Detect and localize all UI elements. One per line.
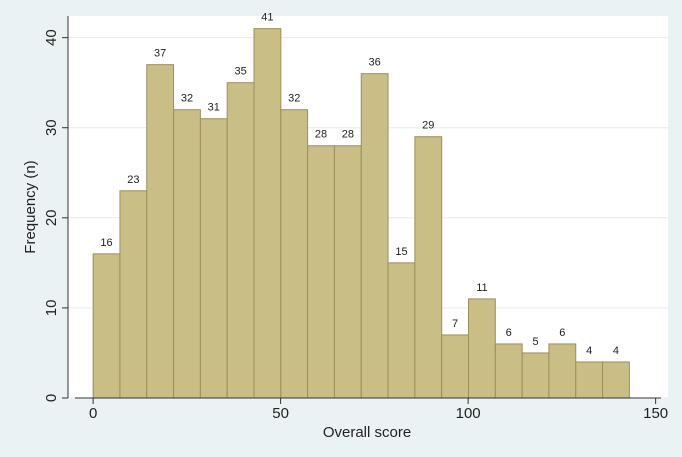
- value-label: 7: [452, 318, 458, 330]
- y-tick-label: 20: [43, 209, 60, 226]
- value-label: 41: [261, 12, 273, 24]
- value-label: 32: [288, 93, 300, 105]
- bar: [494, 343, 523, 399]
- value-label: 6: [506, 327, 512, 339]
- y-tick-label: 0: [43, 394, 60, 402]
- value-label: 31: [208, 102, 220, 114]
- bar: [280, 109, 309, 399]
- value-label: 11: [476, 282, 487, 294]
- bar: [468, 298, 496, 399]
- bar: [146, 64, 175, 399]
- value-label: 28: [315, 129, 327, 141]
- value-label: 29: [422, 120, 434, 132]
- x-tick-label: 50: [272, 405, 289, 422]
- bar: [548, 343, 577, 399]
- bar: [360, 73, 389, 399]
- bar: [92, 253, 121, 399]
- value-label: 4: [586, 345, 592, 357]
- bar: [173, 109, 201, 399]
- bar: [199, 118, 228, 399]
- bar: [307, 145, 335, 399]
- x-tick-label: 100: [456, 405, 481, 422]
- y-tick-label: 40: [43, 29, 60, 46]
- x-axis-label: Overall score: [323, 424, 411, 441]
- bar: [441, 334, 469, 399]
- value-label: 6: [559, 327, 565, 339]
- bar: [414, 136, 443, 399]
- value-label: 32: [181, 93, 193, 105]
- x-tick-label: 150: [643, 405, 668, 422]
- value-label: 16: [100, 237, 112, 249]
- value-label: 35: [234, 66, 246, 78]
- bar: [253, 28, 282, 399]
- y-tick-label: 30: [43, 119, 60, 136]
- bar: [521, 352, 550, 399]
- value-label: 23: [127, 174, 139, 186]
- y-tick-label: 10: [43, 300, 60, 317]
- value-label: 28: [342, 129, 354, 141]
- value-label: 37: [154, 48, 166, 60]
- bar: [333, 145, 362, 399]
- x-tick-label: 0: [89, 405, 97, 422]
- value-label: 4: [613, 345, 619, 357]
- y-axis-label: Frequency (n): [22, 160, 39, 253]
- bar: [226, 82, 255, 399]
- bar: [387, 262, 416, 399]
- bar: [602, 361, 630, 399]
- value-label: 36: [369, 57, 381, 69]
- value-label: 15: [395, 246, 407, 258]
- value-label: 5: [532, 336, 538, 348]
- bar: [119, 190, 148, 399]
- bar: [575, 361, 604, 399]
